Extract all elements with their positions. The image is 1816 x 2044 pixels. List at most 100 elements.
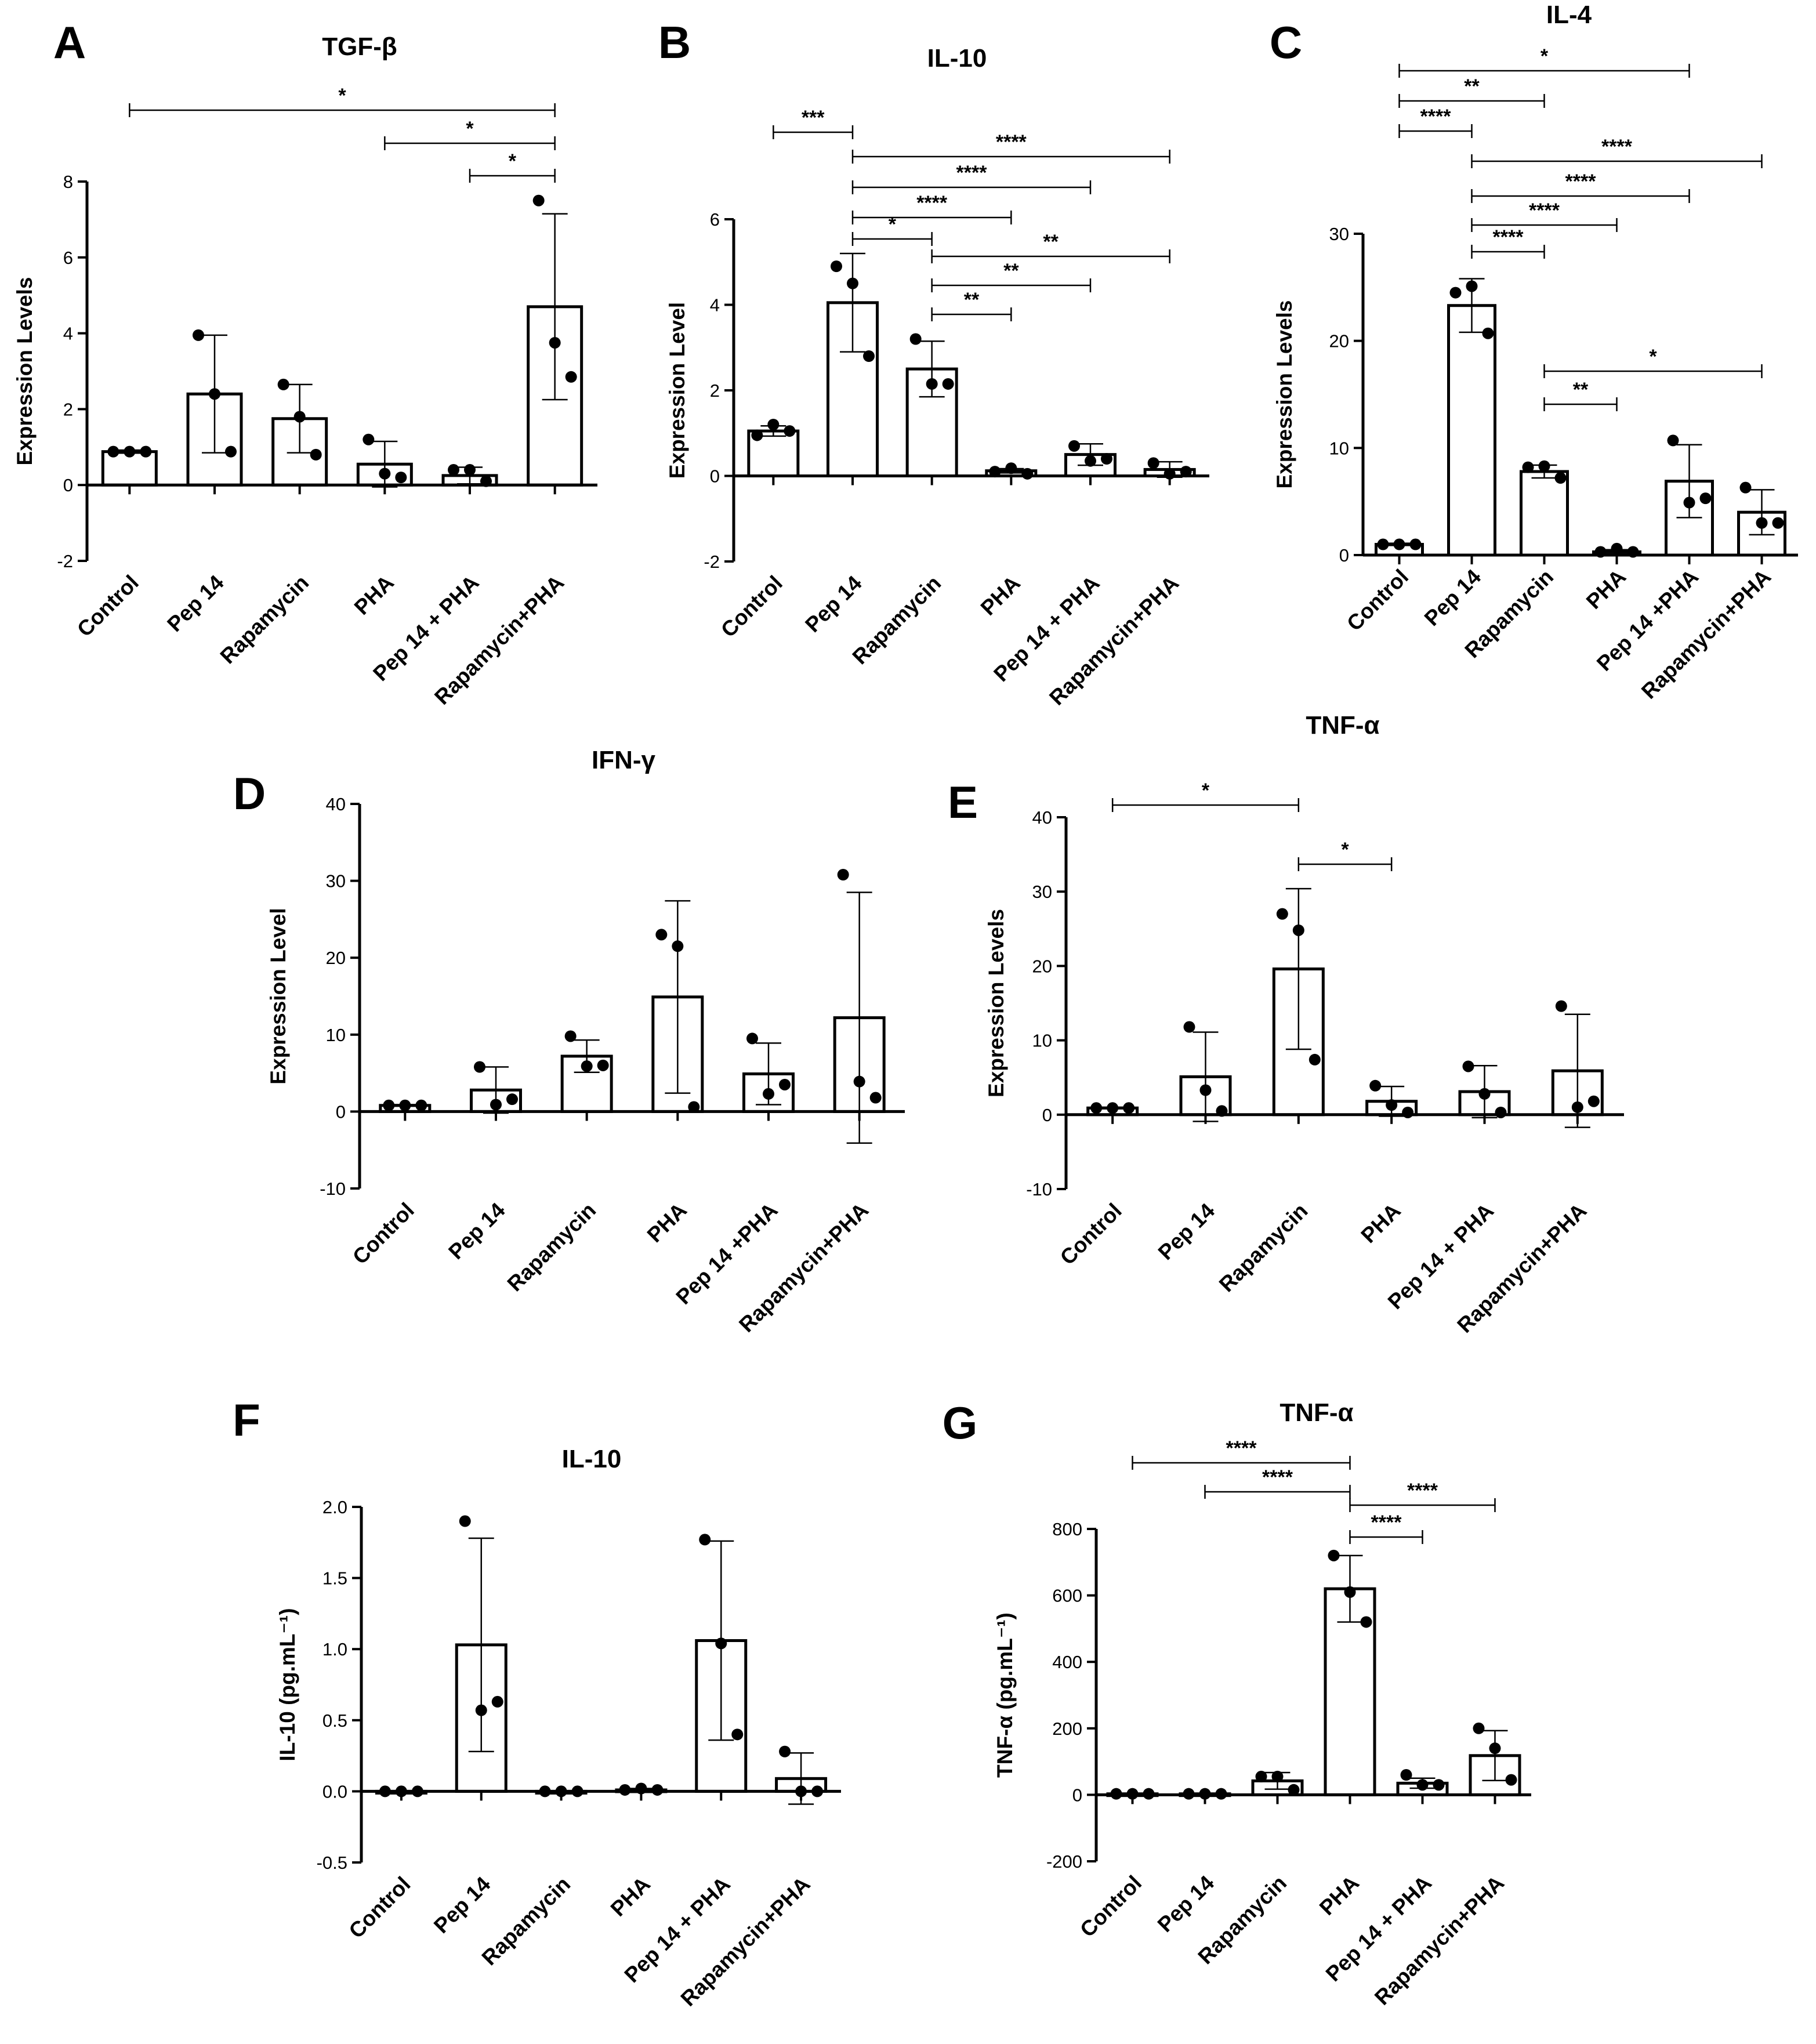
y-tick-label: 2.0: [322, 1497, 347, 1517]
significance-label: ****: [1226, 1437, 1257, 1459]
data-point: [655, 929, 668, 941]
data-point: [942, 378, 954, 390]
x-tick-label: Control: [1342, 565, 1413, 636]
x-tick-label: Rapamycin: [1215, 1199, 1313, 1297]
data-point: [379, 467, 391, 480]
data-point: [1288, 1784, 1300, 1796]
y-axis-label: Expression Levels: [13, 277, 37, 466]
significance-label: ****: [1565, 171, 1597, 193]
data-point: [1756, 517, 1768, 529]
data-point: [746, 1032, 758, 1045]
y-axis-label: Expression Level: [665, 302, 689, 479]
data-point: [459, 1515, 471, 1527]
y-tick-label: -200: [1046, 1851, 1082, 1872]
y-tick-label: -10: [1026, 1179, 1052, 1199]
data-point: [1473, 1722, 1485, 1734]
panel-e: E TNF-α -10 0 10 20 30 40 Expression Levels Contr…: [948, 711, 1624, 1338]
data-point: [1101, 453, 1112, 465]
data-point: [383, 1099, 395, 1111]
y-tick-label: 20: [1032, 956, 1052, 976]
panel-g: G TNF-α -200 0 200 400 600 800 TNF-α (pg.mL⁻¹) Co…: [943, 1397, 1531, 2010]
significance-label: **: [1464, 75, 1480, 97]
x-tick-label: PHA: [350, 571, 398, 619]
data-point: [1183, 1021, 1195, 1033]
panel-letter: D: [233, 768, 266, 819]
data-point: [209, 388, 220, 400]
y-tick-label: 10: [1032, 1031, 1052, 1051]
data-point: [1699, 492, 1712, 505]
data-point: [1555, 1000, 1567, 1012]
data-point: [193, 329, 204, 341]
data-point: [831, 260, 842, 273]
x-tick-label: Pep 14: [429, 1872, 495, 1938]
significance-label: ****: [1262, 1466, 1293, 1488]
significance-label: ****: [916, 192, 948, 214]
significance-label: **: [964, 289, 980, 311]
data-point: [107, 445, 119, 458]
panel-letter: C: [1270, 17, 1302, 68]
data-point: [1123, 1102, 1135, 1114]
bar-2: [1447, 304, 1496, 557]
data-point: [672, 940, 684, 952]
x-tick-label: Pep 14: [800, 571, 867, 637]
x-tick-label: Control: [1075, 1871, 1146, 1942]
x-tick-label: Rapamycin: [216, 571, 314, 669]
y-tick-label: -2: [704, 552, 720, 572]
panel-letter: E: [948, 777, 978, 828]
y-tick-label: 200: [1052, 1719, 1082, 1739]
y-tick-label: 10: [1329, 438, 1349, 458]
bar-3: [1520, 470, 1569, 557]
y-tick-label: 0: [63, 475, 73, 495]
data-point: [597, 1059, 609, 1071]
data-point: [506, 1093, 518, 1106]
significance-label: ****: [1371, 1512, 1402, 1534]
data-point: [1271, 1770, 1284, 1782]
y-axis-label: Expression Levels: [984, 909, 1008, 1097]
data-point: [1107, 1102, 1119, 1114]
significance-label: ****: [956, 162, 988, 184]
data-point: [1409, 538, 1422, 550]
data-point: [1416, 1779, 1429, 1791]
data-point: [124, 445, 136, 458]
y-tick-label: 20: [326, 948, 346, 968]
y-tick-label: 0: [336, 1101, 346, 1122]
data-point: [1255, 1770, 1267, 1782]
data-point: [1344, 1586, 1356, 1598]
chart-title: TNF-α: [1279, 1398, 1353, 1427]
y-tick-label: -10: [320, 1179, 346, 1199]
y-axis-label: Expression Levels: [1273, 300, 1296, 489]
data-point: [1393, 538, 1405, 550]
panel-b: B IL-10 -2 0 2 4 6 Expression Level Control Pep 1…: [658, 17, 1209, 710]
data-point: [1005, 462, 1017, 474]
data-point: [869, 1092, 882, 1104]
data-point: [909, 333, 922, 345]
y-tick-label: 20: [1329, 331, 1349, 351]
panel-c: C IL-4 0 10 20 30 Expression Levels Control Pep …: [1270, 1, 1798, 704]
data-point: [140, 445, 152, 458]
data-point: [1085, 455, 1096, 467]
y-tick-label: 40: [1032, 807, 1052, 828]
x-tick-label: Control: [716, 571, 787, 642]
x-tick-label: Control: [73, 571, 143, 642]
chart-title: IL-4: [1546, 1, 1592, 29]
data-point: [491, 1695, 503, 1708]
x-tick-label: Rapamycin+PHA: [1045, 571, 1183, 710]
significance-label: ****: [1529, 200, 1560, 222]
data-point: [863, 350, 875, 362]
data-point: [1489, 1742, 1501, 1755]
y-tick-label: 0.0: [322, 1781, 347, 1802]
data-point: [1090, 1102, 1103, 1114]
y-axis-label: TNF-α (pg.mL⁻¹): [993, 1612, 1017, 1778]
x-tick-label: PHA: [1315, 1871, 1364, 1920]
y-tick-label: 8: [63, 172, 73, 192]
panel-d: D IFN-γ -10 0 10 20 30 40 Expression Level Contro…: [233, 746, 905, 1337]
data-point: [399, 1099, 411, 1111]
significance-label: *: [889, 213, 897, 235]
data-point: [1068, 440, 1080, 452]
x-tick-label: PHA: [643, 1198, 691, 1247]
data-point: [1667, 434, 1679, 447]
data-point: [448, 464, 459, 476]
data-point: [1328, 1549, 1340, 1561]
data-point: [310, 448, 322, 461]
significance-label: ***: [802, 107, 825, 129]
